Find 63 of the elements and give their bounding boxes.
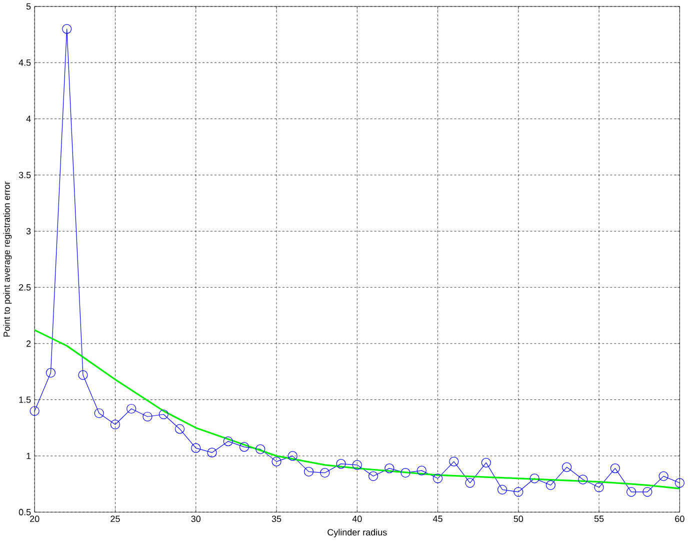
point: [578, 474, 588, 485]
point: [497, 485, 508, 495]
point: [126, 404, 136, 414]
y-tick-label: 3: [26, 228, 31, 235]
y-tick-label: 2.5: [19, 284, 31, 291]
point: [191, 443, 201, 454]
line-series: [34, 329, 680, 490]
y-axis-title: Point to point average registration error: [3, 182, 12, 337]
x-tick-label: 45: [432, 516, 442, 522]
point: [288, 451, 298, 461]
point: [158, 410, 168, 420]
point: [368, 472, 378, 482]
point: [62, 24, 72, 34]
point: [449, 456, 459, 467]
point: [465, 478, 475, 488]
point: [546, 480, 556, 490]
point: [481, 458, 491, 468]
point: [256, 444, 266, 454]
point: [30, 406, 40, 416]
point: [674, 478, 684, 488]
x-tick-label: 25: [110, 516, 120, 522]
point: [626, 487, 636, 497]
point: [352, 460, 362, 470]
point: [384, 464, 394, 474]
point: [642, 487, 652, 497]
y-tick-label: 4: [26, 116, 31, 122]
point: [400, 468, 410, 478]
y-tick-label: 3.5: [18, 172, 31, 178]
y-tick-label: 5: [26, 4, 31, 10]
point: [272, 456, 282, 467]
x-tick-label: 20: [30, 516, 40, 522]
point: [320, 468, 330, 478]
point: [223, 436, 233, 446]
point: [530, 474, 540, 484]
y-tick-label: 4.5: [18, 60, 31, 66]
y-tick-label: 1.5: [19, 396, 31, 404]
point: [562, 462, 572, 472]
point: [94, 408, 104, 418]
point: [46, 368, 56, 378]
x-tick-label: 35: [272, 516, 282, 522]
y-tick-label: 0.5: [18, 509, 31, 516]
point: [610, 464, 620, 474]
point: [110, 420, 120, 430]
point: [78, 370, 88, 380]
x-tick-label: 55: [594, 516, 604, 522]
point: [304, 467, 314, 477]
point: [416, 466, 426, 476]
point: [432, 474, 443, 484]
point: [207, 448, 217, 458]
point: [514, 487, 524, 497]
x-tick-label: 40: [352, 516, 362, 522]
y-tick-label: 2: [26, 340, 31, 347]
x-axis-title: Cylinder radius: [328, 529, 387, 538]
point: [142, 412, 152, 422]
point: [239, 442, 250, 452]
point: [658, 472, 668, 482]
y-tick-label: 1: [26, 453, 31, 460]
x-tick-label: 60: [675, 516, 684, 522]
x-tick-label: 30: [191, 516, 201, 522]
point: [174, 424, 185, 434]
x-tick-label: 50: [514, 516, 524, 522]
point: [594, 482, 604, 492]
point: [336, 459, 346, 469]
